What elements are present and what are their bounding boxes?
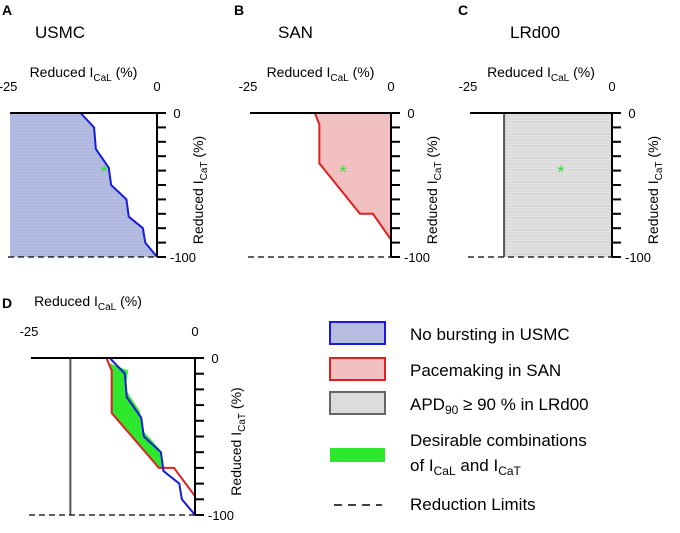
marker-star: * bbox=[101, 163, 108, 183]
y-tick-label: 0 bbox=[211, 351, 218, 366]
legend-desirable-label-2: of ICaL and ICaT bbox=[410, 456, 522, 478]
panel-letter: A bbox=[2, 2, 12, 18]
x-tick-label: -25 bbox=[239, 79, 258, 94]
marker-star: * bbox=[340, 163, 347, 183]
legend-desirable-swatch bbox=[330, 448, 385, 462]
desirable-region bbox=[108, 362, 163, 468]
y-tick-label: 0 bbox=[407, 106, 414, 121]
usmc-boundary bbox=[79, 112, 158, 258]
legend-san-swatch bbox=[329, 357, 386, 381]
y-axis-label: Reduced ICaT (%) bbox=[645, 136, 665, 244]
legend-lrd-label: APD90 ≥ 90 % in LRd00 bbox=[410, 395, 589, 417]
x-tick-label: -25 bbox=[20, 324, 39, 339]
y-tick-label: -100 bbox=[625, 250, 651, 265]
panel-title: SAN bbox=[278, 23, 313, 42]
panel-title: LRd00 bbox=[510, 23, 560, 42]
x-axis-label: Reduced ICaL (%) bbox=[34, 293, 142, 313]
panel-letter: C bbox=[458, 2, 468, 18]
x-tick-label: -25 bbox=[0, 79, 17, 94]
y-axis-label: Reduced ICaT (%) bbox=[228, 387, 248, 495]
x-tick-label: -25 bbox=[459, 79, 478, 94]
san-region bbox=[314, 113, 391, 240]
usmc-region bbox=[10, 113, 157, 257]
x-tick-label: 0 bbox=[153, 79, 160, 94]
legend-limits-label: Reduction Limits bbox=[410, 495, 536, 514]
x-tick-label: 0 bbox=[387, 79, 394, 94]
san-boundary bbox=[105, 357, 196, 497]
y-tick-label: -100 bbox=[404, 250, 430, 265]
x-tick-label: 0 bbox=[608, 79, 615, 94]
san-boundary bbox=[313, 112, 392, 241]
lrd-region bbox=[504, 113, 612, 257]
y-axis-label: Reduced ICaT (%) bbox=[190, 136, 210, 244]
panel-letter: D bbox=[2, 295, 12, 311]
panel-letter: B bbox=[234, 2, 244, 18]
panel-title: USMC bbox=[35, 23, 85, 42]
legend-usmc-label: No bursting in USMC bbox=[410, 325, 570, 344]
x-tick-label: 0 bbox=[191, 324, 198, 339]
y-tick-label: -100 bbox=[208, 508, 234, 523]
panel-c: * C LRd00 Reduced ICaL (%) -25 00 -100 Reduced … bbox=[458, 2, 665, 265]
y-axis-label: Reduced ICaT (%) bbox=[424, 136, 444, 244]
legend-lrd-swatch bbox=[329, 391, 386, 415]
marker-star: * bbox=[557, 163, 564, 183]
y-tick-label: 0 bbox=[173, 106, 180, 121]
x-axis-label: Reduced ICaL (%) bbox=[487, 64, 595, 84]
panel-b: * B SAN Reduced ICaL (%) -25 00 -100 Reduced IC… bbox=[234, 2, 444, 265]
panel-a: * A USMC Reduced ICaL (%) -25 00 -100 Reduced I… bbox=[0, 2, 210, 265]
y-tick-label: 0 bbox=[628, 106, 635, 121]
y-tick-label: -100 bbox=[170, 250, 196, 265]
x-axis-label: Reduced ICaL (%) bbox=[267, 64, 375, 84]
legend: No bursting in USMC Pacemaking in SAN APD9… bbox=[329, 321, 589, 514]
x-axis-label: Reduced ICaL (%) bbox=[30, 64, 138, 84]
legend-usmc-swatch bbox=[329, 321, 386, 345]
usmc-boundary bbox=[108, 357, 196, 516]
legend-san-label: Pacemaking in SAN bbox=[410, 361, 561, 380]
panel-d: D Reduced ICaL (%) -25 00 -100 Reduced ICaT (… bbox=[2, 293, 248, 523]
legend-desirable-label-1: Desirable combinations bbox=[410, 431, 587, 450]
